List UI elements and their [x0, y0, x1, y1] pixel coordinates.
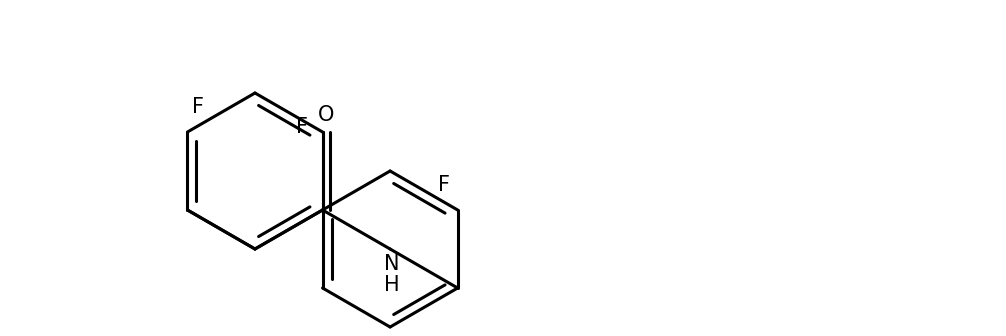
Text: F: F	[192, 97, 204, 117]
Text: H: H	[384, 275, 400, 295]
Text: F: F	[296, 117, 308, 137]
Text: O: O	[318, 105, 334, 125]
Text: F: F	[438, 175, 450, 195]
Text: N: N	[384, 254, 399, 274]
